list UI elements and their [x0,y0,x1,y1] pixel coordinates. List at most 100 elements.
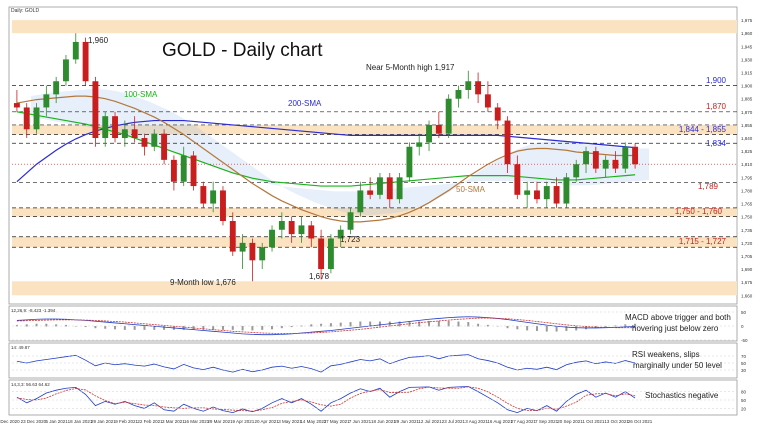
candle-body [13,103,20,108]
y-tick-label: 1,810 [741,162,753,167]
candle-body [514,164,521,195]
macd-histogram-bar [359,321,362,327]
x-tick-label: 18 Jun 2021 [371,419,396,424]
candle-body [102,116,109,139]
x-tick-label: 5 Jan 2021 [46,419,69,424]
macd-histogram-bar [447,320,450,327]
x-tick-label: Dec 2020 [0,419,20,424]
x-tick-label: 27 May 2021 [324,419,351,424]
macd-histogram-bar [457,321,460,327]
y-tick-label: 1,870 [741,110,753,115]
candle-body [396,177,403,200]
candle-body [131,129,138,139]
rsi-note-line-1: RSI weakens, slips [632,350,700,359]
candle-body [278,221,285,230]
macd-histogram-bar [555,326,558,332]
candle-body [121,129,128,139]
candle-body [288,221,295,235]
macd-histogram-bar [271,326,274,330]
macd-histogram-bar [45,323,48,327]
x-tick-label: 3 May 2021 [278,419,302,424]
candle-body [249,242,256,261]
macd-histogram-bar [25,324,28,327]
y-tick-label: 1,840 [741,136,753,141]
rsi-axis-label: 70 [741,354,747,359]
candle-body [82,41,89,82]
macd-histogram-bar [84,326,87,328]
x-tick-label: 14 May 2021 [300,419,327,424]
chart-title: GOLD - Daily chart [162,40,323,61]
x-tick-label: 18 Jan 2021 [68,419,93,424]
macd-note-line-2: hovering just below zero [632,324,719,333]
y-tick-label: 1,720 [741,241,753,246]
x-tick-label: 23 Jul 2021 [442,419,466,424]
candle-body [63,59,69,82]
candle-body [377,177,383,195]
y-tick-label: 1,825 [741,149,753,154]
macd-histogram-bar [153,326,156,330]
candle-body [455,89,462,99]
y-tick-label: 1,885 [741,97,753,102]
x-tick-label: 9 Apr 2021 [232,419,254,424]
candle-body [141,138,148,147]
macd-histogram-bar [398,321,401,327]
stochastics-axis-label: 80 [741,390,747,395]
y-tick-label: 1,750 [741,215,753,220]
candle-body [573,164,580,178]
support-resistance-zone [12,236,737,248]
candle-body [445,98,452,134]
x-tick-label: 1 Oct 2021 [582,419,605,424]
macd-histogram-bar [320,323,323,327]
macd-histogram-bar [221,326,224,330]
x-tick-label: 3 Aug 2021 [465,419,488,424]
y-tick-label: 1,765 [741,202,753,207]
candle-body [72,41,79,60]
candle-body [504,120,511,165]
macd-note-line-1: MACD above trigger and both [625,313,731,322]
x-tick-label: 9 Feb 2021 [115,419,138,424]
y-tick-label: 1,780 [741,188,753,193]
macd-histogram-bar [104,326,107,329]
macd-histogram-bar [182,326,185,330]
macd-histogram-bar [349,322,352,327]
macd-histogram-bar [339,322,342,327]
stochastics-axis-label: 50 [741,398,747,403]
candle-body [327,238,334,270]
x-tick-label: 27 Aug 2021 [511,419,537,424]
macd-histogram-bar [35,323,38,327]
candle-body [367,190,374,195]
candle-body [53,81,60,95]
macd-histogram-bar [192,326,195,330]
candle-body [318,238,325,270]
candle-body [602,159,609,169]
x-tick-label: 20 Apr 2021 [255,419,280,424]
macd-histogram-bar [614,325,617,327]
annotation-9-month-low: 9-Month low 1,676 [170,278,236,287]
macd-axis-label: 0 [741,324,744,329]
macd-histogram-bar [15,324,18,327]
candle-body [112,116,118,139]
macd-histogram-bar [251,326,254,331]
level-label-1870: 1,870 [706,102,727,111]
candle-body [298,225,305,235]
label-100-sma: 100-SMA [124,90,158,99]
support-resistance-zone [12,207,737,217]
stochastics-header: 14,3,3: 56.63 64.62 [11,382,50,387]
y-tick-label: 1,855 [741,123,753,128]
candle-body [465,81,472,90]
y-tick-label: 1,705 [741,254,753,259]
rsi-axis-label: 30 [741,368,747,373]
candle-body [161,133,168,160]
stochastics-panel [8,379,738,416]
candle-body [92,81,99,139]
candle-body [534,190,540,200]
candle-body [426,124,432,143]
candle-body [151,133,158,147]
macd-histogram-bar [310,324,313,327]
x-tick-label: 20 Sep 2021 [557,419,583,424]
y-tick-label: 1,960 [741,31,753,36]
candle-body [416,142,423,147]
candle-body [435,124,442,134]
annotation-1723: 1,723 [340,235,361,244]
